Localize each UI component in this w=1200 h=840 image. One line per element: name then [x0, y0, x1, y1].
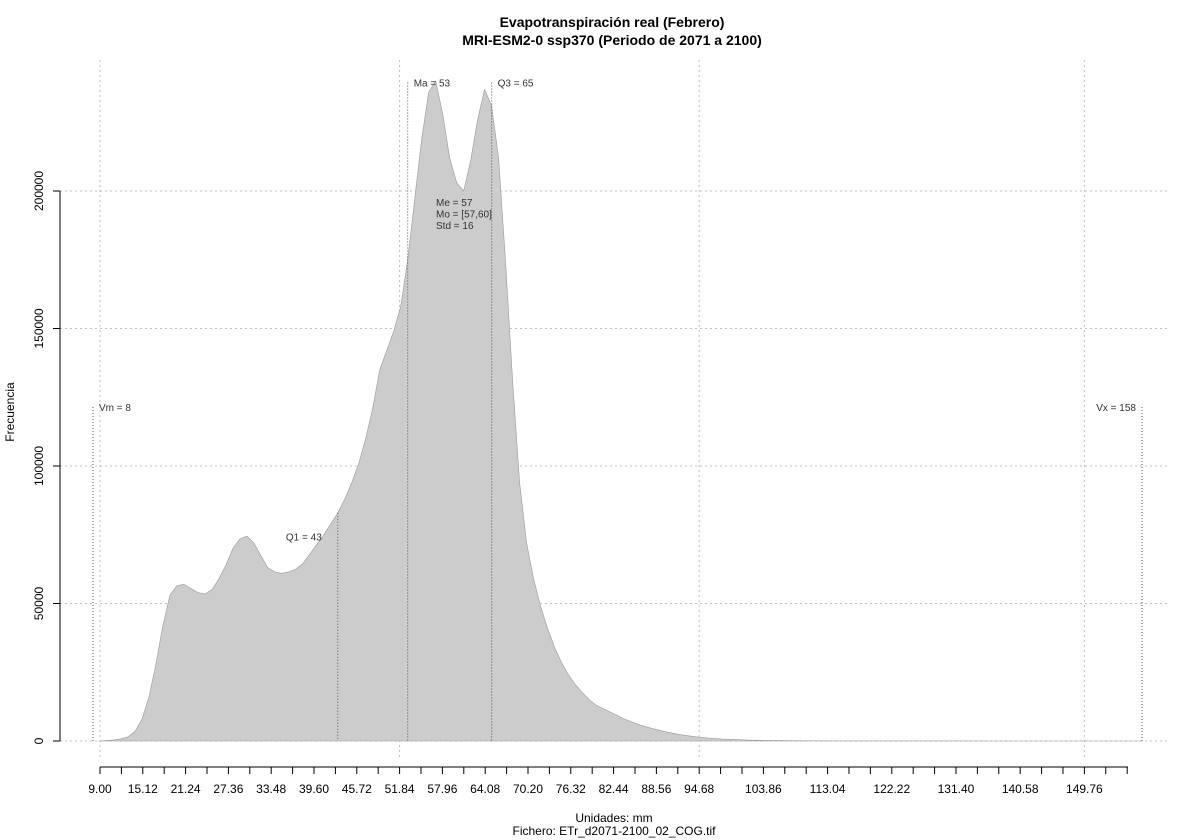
chart-title: Evapotranspiración real (Febrero) — [500, 14, 725, 30]
x-tick-label: 33.48 — [256, 782, 286, 796]
y-tick-label: 50000 — [32, 586, 46, 620]
x-tick-label: 94.68 — [684, 782, 714, 796]
y-axis: 0 50000 100000 150000 200000 — [32, 171, 61, 744]
y-tick-label: 200000 — [32, 171, 46, 211]
x-tick-label: 140.58 — [1002, 782, 1039, 796]
annotation-label: Ma = 53 — [414, 79, 451, 90]
y-tick-label: 100000 — [32, 446, 46, 486]
annotation-label: Q3 = 65 — [498, 79, 534, 90]
x-tick-label: 113.04 — [810, 782, 846, 796]
x-tick-label: 27.36 — [213, 782, 243, 796]
x-tick-label: 57.96 — [427, 782, 457, 796]
stat-label: Mo = [57,60] — [436, 210, 492, 221]
x-tick-label: 39.60 — [299, 782, 329, 796]
stat-label: Std = 16 — [436, 221, 474, 232]
x-tick-label: 51.84 — [385, 782, 415, 796]
annotation-label: Q1 = 43 — [286, 532, 322, 543]
x-tick-label: 45.72 — [342, 782, 372, 796]
x-tick-label: 103.86 — [745, 782, 782, 796]
chart-subtitle: MRI-ESM2-0 ssp370 (Periodo de 2071 a 210… — [462, 32, 762, 48]
x-tick-label: 122.22 — [873, 782, 910, 796]
y-tick-label: 0 — [32, 737, 46, 744]
x-axis-label: Unidades: mm — [575, 811, 652, 825]
marker-lines — [92, 82, 1143, 741]
x-axis: 9.00 15.12 21.24 27.36 33.48 39.60 45.72 51.84 5… — [88, 766, 1128, 796]
annotations: Vm = 8 Q1 = 43 Ma = 53 Q3 = 65 Vx = 158 — [99, 79, 1136, 544]
y-tick-label: 150000 — [32, 308, 46, 348]
x-tick-label: 70.20 — [513, 782, 543, 796]
x-tick-label: 9.00 — [88, 782, 112, 796]
x-tick-label: 131.40 — [938, 782, 975, 796]
stat-label: Me = 57 — [436, 198, 473, 209]
x-tick-label: 76.32 — [556, 782, 586, 796]
x-tick-label: 88.56 — [641, 782, 671, 796]
density-area — [99, 80, 1142, 742]
x-tick-label: 149.76 — [1066, 782, 1103, 796]
x-tick-label: 82.44 — [599, 782, 629, 796]
annotation-label: Vm = 8 — [99, 403, 131, 414]
file-caption: Fichero: ETr_d2071-2100_02_COG.tif — [513, 824, 717, 838]
x-tick-label: 64.08 — [470, 782, 500, 796]
x-tick-label: 15.12 — [128, 782, 158, 796]
annotation-label: Vx = 158 — [1096, 403, 1136, 414]
x-tick-label: 21.24 — [171, 782, 201, 796]
y-axis-label: Frecuencia — [3, 382, 17, 442]
